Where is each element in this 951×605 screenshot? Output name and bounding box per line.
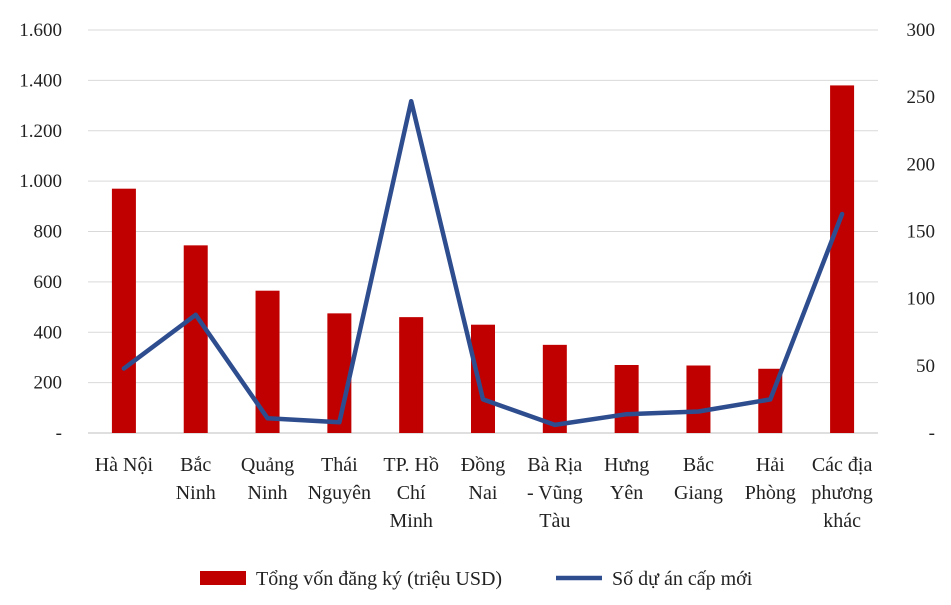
bar <box>255 290 280 433</box>
category-label: Bắc Ninh <box>176 454 216 504</box>
category-label-line: Bà Rịa <box>527 454 582 476</box>
category-label: Các địa phương khác <box>811 454 872 532</box>
line-point <box>481 397 485 402</box>
x-axis: Hà Nội Bắc Ninh Quảng Ninh Thái Nguyên TP. Hồ Ch… <box>95 454 873 532</box>
line-point <box>193 312 198 317</box>
line-point <box>121 366 126 371</box>
left-tick-label: - <box>56 423 62 444</box>
legend-label-bar: Tổng vốn đăng ký (triệu USD) <box>256 568 502 590</box>
category-label-line: Bắc <box>683 454 714 476</box>
right-tick-label: 50 <box>916 356 935 377</box>
category-label-line: Nai <box>469 482 498 504</box>
bar <box>542 344 567 433</box>
category-label: Quảng Ninh <box>241 454 294 504</box>
line-point <box>624 412 629 417</box>
left-axis: - 200 400 600 800 1.000 1.200 1.400 1.600 <box>19 20 62 444</box>
category-label-line: Hưng <box>604 454 649 476</box>
bar <box>111 188 136 433</box>
category-label-line: Giang <box>674 482 723 504</box>
legend-swatch-bar <box>200 571 246 585</box>
gridlines <box>88 29 878 434</box>
line-point <box>840 212 845 217</box>
category-label: Đồng Nai <box>461 454 505 504</box>
legend-label-line: Số dự án cấp mới <box>612 568 753 590</box>
right-tick-label: 150 <box>907 222 936 243</box>
category-label-line: Đồng <box>461 454 505 476</box>
left-tick-label: 400 <box>34 322 63 343</box>
bar <box>686 365 711 433</box>
left-tick-label: 600 <box>34 272 63 293</box>
left-tick-label: 1.600 <box>19 20 62 41</box>
bar <box>399 317 424 433</box>
category-label-line: Hải <box>756 454 785 476</box>
category-label: Hà Nội <box>95 454 154 476</box>
line-series <box>121 98 845 428</box>
category-label-line: Yên <box>610 482 643 504</box>
category-label: Hải Phòng <box>745 454 796 504</box>
bar <box>614 364 639 433</box>
category-label-line: Minh <box>390 510 433 532</box>
category-label-line: Hà Nội <box>95 454 154 476</box>
category-label-line: Phòng <box>745 482 796 504</box>
line-point <box>409 99 414 104</box>
line-point <box>337 420 342 425</box>
bar <box>471 324 495 433</box>
left-tick-label: 800 <box>34 222 63 243</box>
left-tick-label: 1.200 <box>19 121 62 142</box>
category-label: TP. Hồ Chí Minh <box>383 454 439 532</box>
line-point <box>696 409 701 414</box>
category-label: Bắc Giang <box>674 454 723 504</box>
category-label-line: Ninh <box>248 482 288 504</box>
category-label-line: Tàu <box>539 510 570 532</box>
category-label-line: Quảng <box>241 454 294 476</box>
category-label-line: Các địa <box>812 454 873 476</box>
left-tick-label: 1.400 <box>19 70 62 91</box>
category-label-line: khác <box>823 510 861 532</box>
bar <box>183 245 208 433</box>
line-point <box>552 422 557 427</box>
category-label-line: Thái <box>321 454 358 476</box>
line-point <box>768 397 773 402</box>
right-tick-label: 100 <box>907 289 936 310</box>
bar-series <box>111 85 855 433</box>
right-axis: - 50 100 150 200 250 300 <box>907 20 936 444</box>
category-label-line: Bắc <box>180 454 211 476</box>
left-tick-label: 1.000 <box>19 171 62 192</box>
bar <box>830 85 855 433</box>
category-label-line: Ninh <box>176 482 216 504</box>
right-tick-label: 300 <box>907 20 936 41</box>
category-label-line: phương <box>811 482 872 504</box>
line-point <box>265 416 270 421</box>
category-label: Bà Rịa - Vũng Tàu <box>527 454 583 532</box>
right-tick-label: 200 <box>907 154 936 175</box>
category-label-line: TP. Hồ <box>383 454 439 476</box>
category-label-line: Nguyên <box>308 482 371 504</box>
right-tick-label: - <box>929 423 935 444</box>
category-label-line: Chí <box>397 482 426 504</box>
category-label: Thái Nguyên <box>308 454 371 504</box>
legend: Tổng vốn đăng ký (triệu USD) Số dự án cấp… <box>200 568 753 590</box>
category-label-line: - Vũng <box>527 482 583 504</box>
category-label: Hưng Yên <box>604 454 649 504</box>
left-tick-label: 200 <box>34 373 63 394</box>
right-tick-label: 250 <box>907 87 936 108</box>
